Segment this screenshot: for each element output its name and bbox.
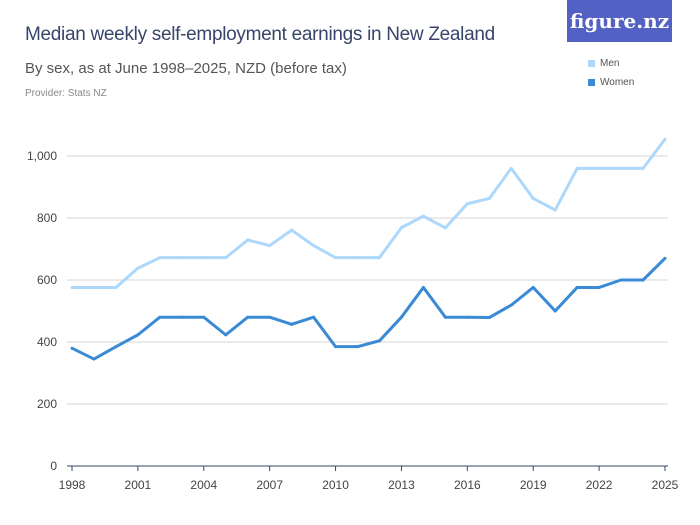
y-tick-label: 1,000 [27, 149, 57, 163]
x-tick-label: 2022 [586, 478, 613, 492]
x-tick-label: 1998 [59, 478, 86, 492]
data-point-women [377, 339, 381, 343]
data-point-men [443, 226, 447, 230]
data-point-women [180, 315, 184, 319]
x-tick-label: 2004 [190, 478, 217, 492]
legend-label-women: Women [600, 77, 635, 88]
data-point-men [202, 256, 206, 260]
data-point-women [312, 315, 316, 319]
data-point-men [70, 285, 74, 289]
data-point-women [399, 315, 403, 319]
y-tick-label: 200 [37, 397, 57, 411]
data-point-women [224, 333, 228, 337]
data-point-women [575, 285, 579, 289]
data-point-women [246, 315, 250, 319]
data-point-men [575, 166, 579, 170]
y-tick-label: 400 [37, 335, 57, 349]
data-point-men [246, 238, 250, 242]
data-point-women [202, 315, 206, 319]
legend-swatch-women [588, 79, 595, 86]
data-point-men [531, 196, 535, 200]
x-tick-label: 2016 [454, 478, 481, 492]
data-point-men [465, 202, 469, 206]
x-tick-label: 2001 [125, 478, 152, 492]
data-point-men [641, 166, 645, 170]
data-point-women [158, 315, 162, 319]
data-point-men [92, 285, 96, 289]
data-point-women [334, 345, 338, 349]
y-tick-label: 600 [37, 273, 57, 287]
legend-swatch-men [588, 60, 595, 67]
data-point-men [487, 196, 491, 200]
x-tick-label: 2013 [388, 478, 415, 492]
data-point-men [356, 256, 360, 260]
data-point-men [180, 256, 184, 260]
data-point-men [158, 256, 162, 260]
x-tick-label: 2010 [322, 478, 349, 492]
legend-item-women: Women [588, 77, 634, 88]
data-point-women [619, 278, 623, 282]
data-point-women [70, 346, 74, 350]
data-point-women [443, 315, 447, 319]
data-point-women [663, 256, 667, 260]
data-point-women [597, 285, 601, 289]
series-line-women [71, 257, 667, 361]
chart-title: Median weekly self-employment earnings i… [25, 24, 495, 45]
data-point-women [421, 285, 425, 289]
y-tick-label: 0 [50, 459, 57, 473]
data-point-women [553, 309, 557, 313]
x-tick-label: 2025 [652, 478, 679, 492]
data-point-women [509, 303, 513, 307]
data-point-men [421, 214, 425, 218]
data-point-men [290, 228, 294, 232]
data-point-women [268, 315, 272, 319]
figure-nz-logo[interactable]: figure.nz [567, 0, 672, 42]
data-point-men [136, 266, 140, 270]
data-point-women [136, 333, 140, 337]
data-point-men [114, 285, 118, 289]
data-point-men [553, 208, 557, 212]
y-tick-label: 800 [37, 211, 57, 225]
chart-subtitle: By sex, as at June 1998–2025, NZD (befor… [25, 60, 347, 77]
data-point-men [509, 166, 513, 170]
data-point-men [619, 166, 623, 170]
data-point-women [641, 278, 645, 282]
data-point-men [377, 256, 381, 260]
series-line-men [72, 138, 667, 289]
data-point-women [356, 345, 360, 349]
data-point-men [399, 226, 403, 230]
legend: Men Women [588, 58, 634, 96]
legend-label-men: Men [600, 58, 620, 69]
data-point-women [92, 357, 96, 361]
data-point-women [290, 322, 294, 326]
data-point-women [465, 315, 469, 319]
data-point-men [312, 244, 316, 248]
legend-item-men: Men [588, 58, 634, 69]
data-point-women [531, 285, 535, 289]
x-tick-label: 2007 [256, 478, 283, 492]
data-point-men [334, 256, 338, 260]
data-point-women [487, 316, 491, 320]
data-point-men [224, 256, 228, 260]
data-point-men [597, 166, 601, 170]
data-point-men [268, 244, 272, 248]
data-point-women [114, 345, 118, 349]
x-tick-label: 2019 [520, 478, 547, 492]
data-point-men [663, 137, 667, 141]
provider-label: Provider: Stats NZ [25, 88, 107, 99]
